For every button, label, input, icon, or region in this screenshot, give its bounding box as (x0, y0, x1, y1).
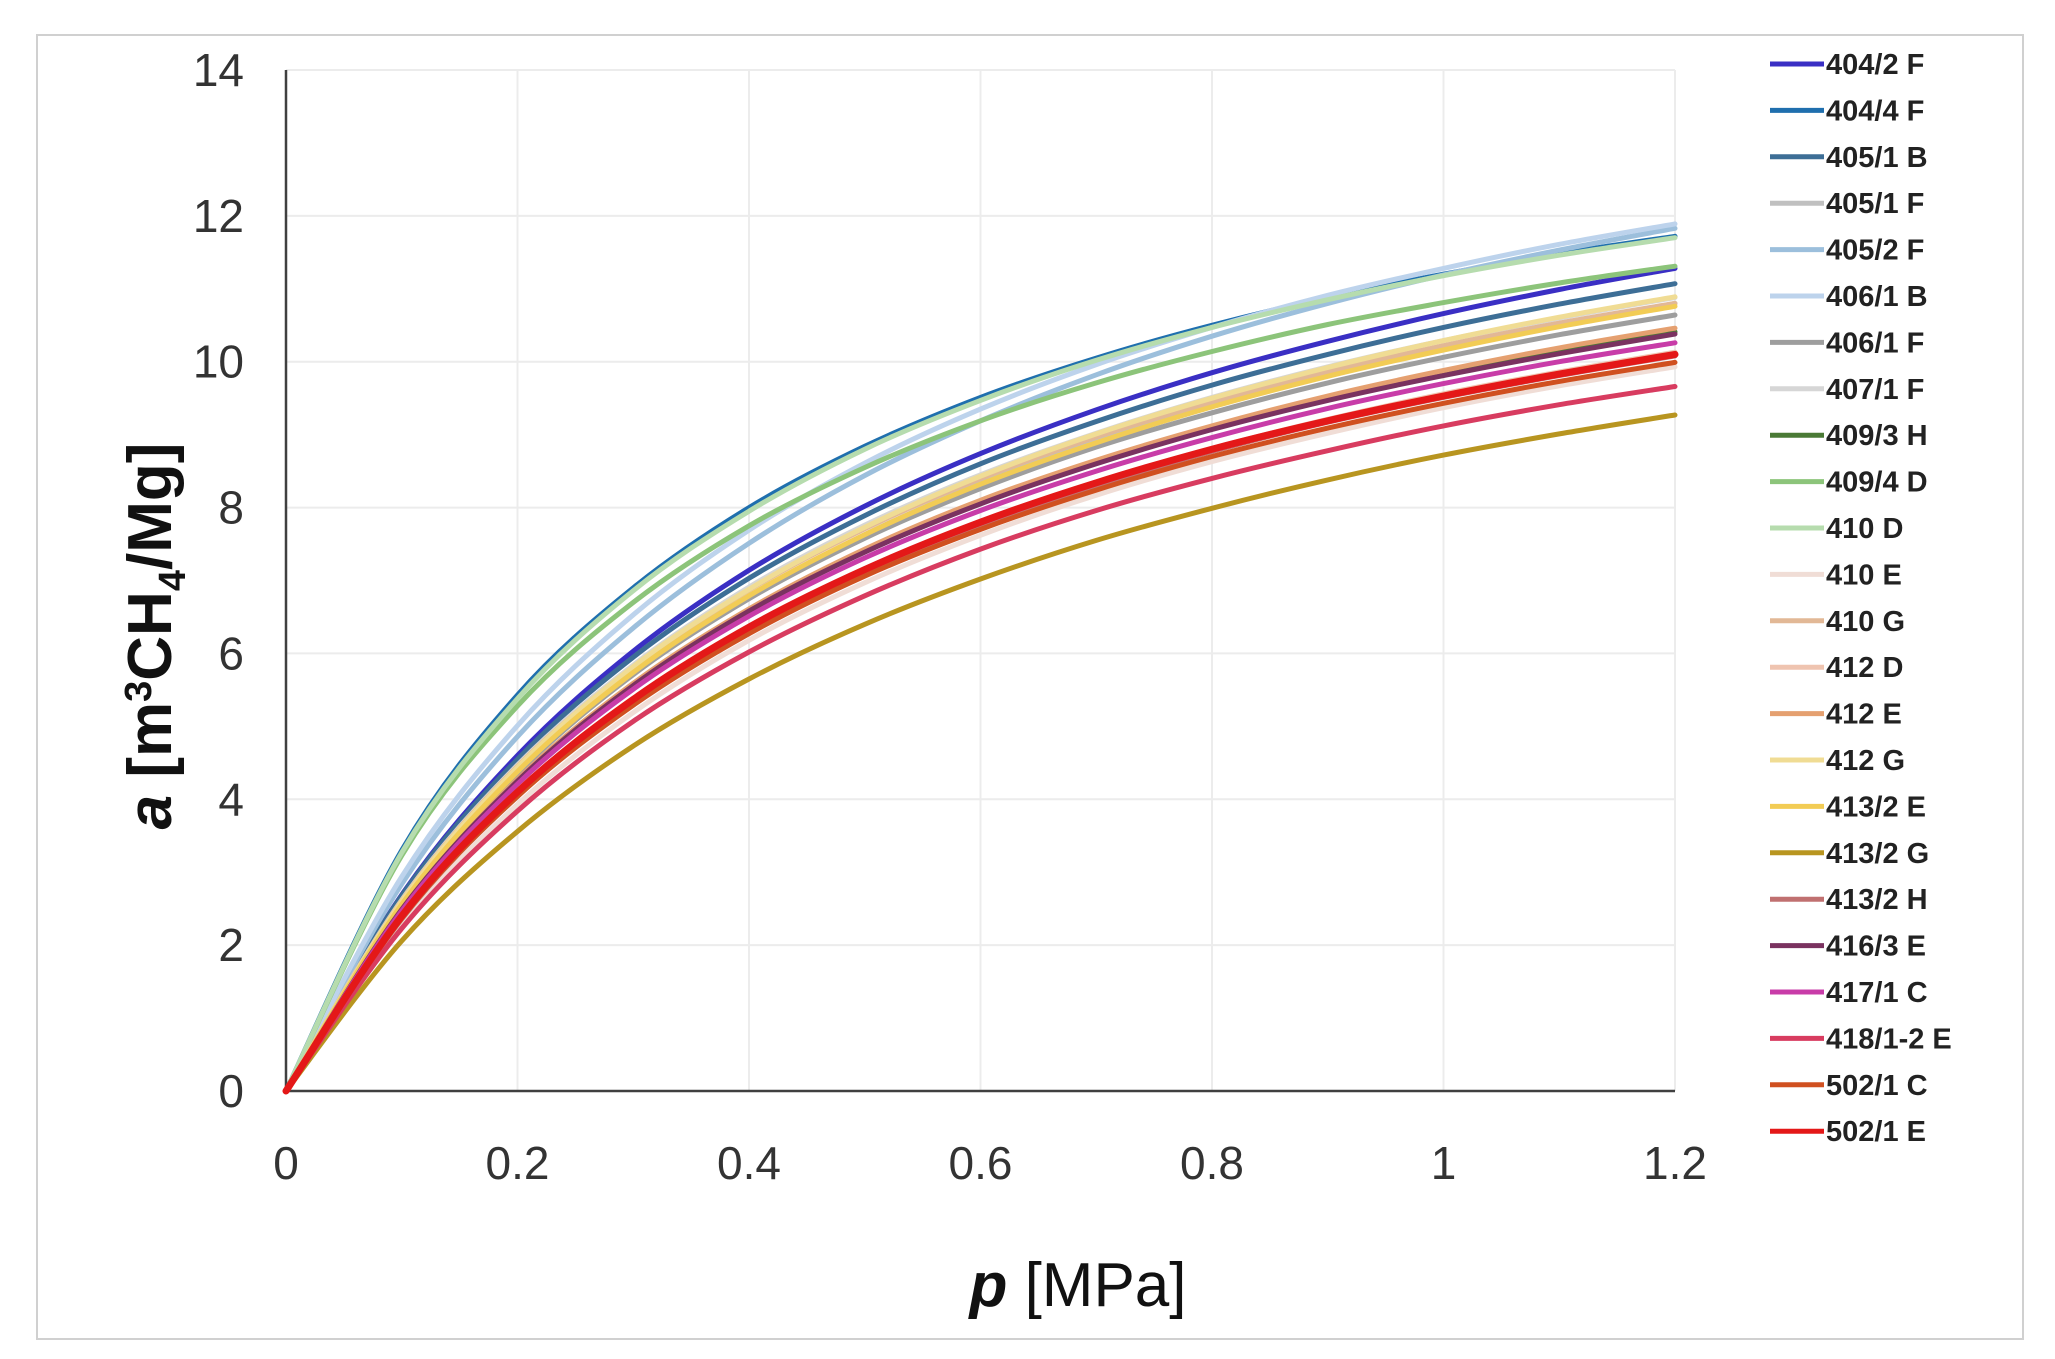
legend-label-413-2-h: 413/2 H (1826, 884, 1928, 916)
legend-label-413-2-g: 413/2 G (1826, 838, 1929, 870)
legend-label-410-g: 410 G (1826, 606, 1905, 638)
x-axis-title: p [MPa] (967, 1251, 1186, 1320)
legend-label-412-e: 412 E (1826, 699, 1902, 731)
legend-label-404-2-f: 404/2 F (1826, 49, 1924, 81)
series-line-406-1-b (283, 221, 1678, 1094)
axes (284, 70, 1675, 1093)
legend-label-412-g: 412 G (1826, 745, 1905, 777)
series-line-413-2-g (283, 412, 1678, 1094)
legend-label-417-1-c: 417/1 C (1826, 977, 1928, 1009)
legend-label-412-d: 412 D (1826, 652, 1903, 684)
series-lines (282, 221, 1679, 1095)
legend-label-406-1-f: 406/1 F (1826, 327, 1924, 359)
y-tick-label: 4 (218, 773, 244, 825)
legend-label-502-1-c: 502/1 C (1826, 1070, 1928, 1102)
legend-label-406-1-b: 406/1 B (1826, 281, 1928, 313)
y-tick-labels: 0 2 4 6 8 10 12 14 (193, 44, 244, 1117)
chart-frame: 0 2 4 6 8 10 12 14 0 0.2 0.4 0.6 0.8 1 1.2 404/2 F 404… (36, 34, 2024, 1340)
series-line-409-4-d (283, 263, 1678, 1094)
y-tick-label: 8 (218, 482, 244, 534)
legend-label-405-1-b: 405/1 B (1826, 142, 1928, 174)
series-line-502-1-e (282, 350, 1679, 1095)
series-line-418-1-2-e (283, 384, 1678, 1094)
legend-label-410-e: 410 E (1826, 559, 1902, 591)
legend-label-405-1-f: 405/1 F (1826, 188, 1924, 220)
x-tick-label: 1.2 (1643, 1137, 1707, 1189)
legend-label-413-2-e: 413/2 E (1826, 791, 1926, 823)
x-tick-label: 0.6 (949, 1137, 1013, 1189)
series-line-417-1-c (283, 340, 1678, 1094)
x-tick-label: 1 (1431, 1137, 1457, 1189)
legend-label-502-1-e: 502/1 E (1826, 1116, 1926, 1148)
legend-label-409-4-d: 409/4 D (1826, 467, 1928, 499)
y-tick-label: 2 (218, 919, 244, 971)
legend-label-410-d: 410 D (1826, 513, 1903, 545)
legend-label-418-1-2-e: 418/1-2 E (1826, 1023, 1952, 1055)
x-tick-label: 0 (273, 1137, 299, 1189)
x-tick-label: 0.8 (1180, 1137, 1244, 1189)
x-tick-label: 0.4 (717, 1137, 781, 1189)
y-tick-label: 12 (193, 190, 244, 242)
series-line-413-2-e (283, 303, 1678, 1094)
legend-label-409-3-h: 409/3 H (1826, 420, 1928, 452)
x-tick-label: 0.2 (486, 1137, 550, 1189)
y-tick-label: 0 (218, 1065, 244, 1117)
y-tick-label: 14 (193, 44, 244, 96)
series-line-410-e (283, 364, 1678, 1094)
series-line-410-d (283, 235, 1678, 1094)
series-line-405-1-b (283, 281, 1678, 1094)
series-line-412-g (283, 294, 1678, 1094)
y-tick-label: 10 (193, 336, 244, 388)
x-tick-labels: 0 0.2 0.4 0.6 0.8 1 1.2 (273, 1137, 1707, 1189)
y-tick-label: 6 (218, 627, 244, 679)
y-axis-title: a [m3CH4/Mg] (116, 443, 194, 830)
legend-label-405-2-f: 405/2 F (1826, 235, 1924, 267)
legend-label-416-3-e: 416/3 E (1826, 931, 1926, 963)
legend-label-407-1-f: 407/1 F (1826, 374, 1924, 406)
legend-label-404-4-f: 404/4 F (1826, 95, 1924, 127)
legend: 404/2 F 404/4 F 405/1 B 405/1 F 405/2 F 406/1… (1770, 49, 1952, 1148)
